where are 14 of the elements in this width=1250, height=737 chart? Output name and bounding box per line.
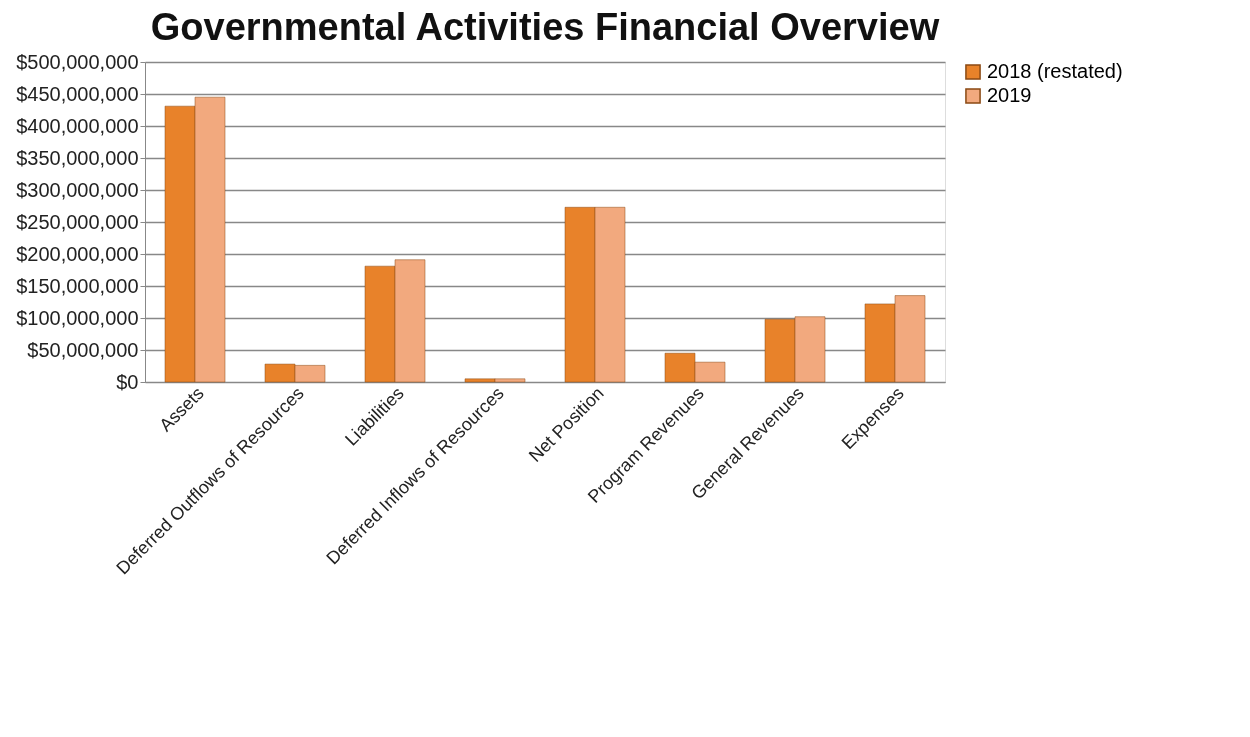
legend-label: 2018 (restated)	[987, 60, 1123, 82]
y-tick-label: $450,000,000	[16, 82, 139, 105]
y-tick-label: $300,000,000	[16, 178, 139, 201]
y-tick-label: $350,000,000	[16, 146, 139, 169]
y-tick-label: $200,000,000	[16, 242, 139, 265]
y-tick-label: $150,000,000	[16, 274, 139, 297]
y-tick-label: $250,000,000	[16, 210, 139, 233]
y-tick-label: $50,000,000	[27, 338, 139, 361]
y-tick-label: $100,000,000	[16, 306, 139, 329]
chart-title: Governmental Activities Financial Overview	[150, 6, 940, 48]
legend-label: 2019	[987, 84, 1032, 106]
y-tick-label: $0	[116, 370, 139, 393]
y-tick-label: $500,000,000	[16, 50, 139, 73]
y-tick-label: $400,000,000	[16, 114, 139, 137]
